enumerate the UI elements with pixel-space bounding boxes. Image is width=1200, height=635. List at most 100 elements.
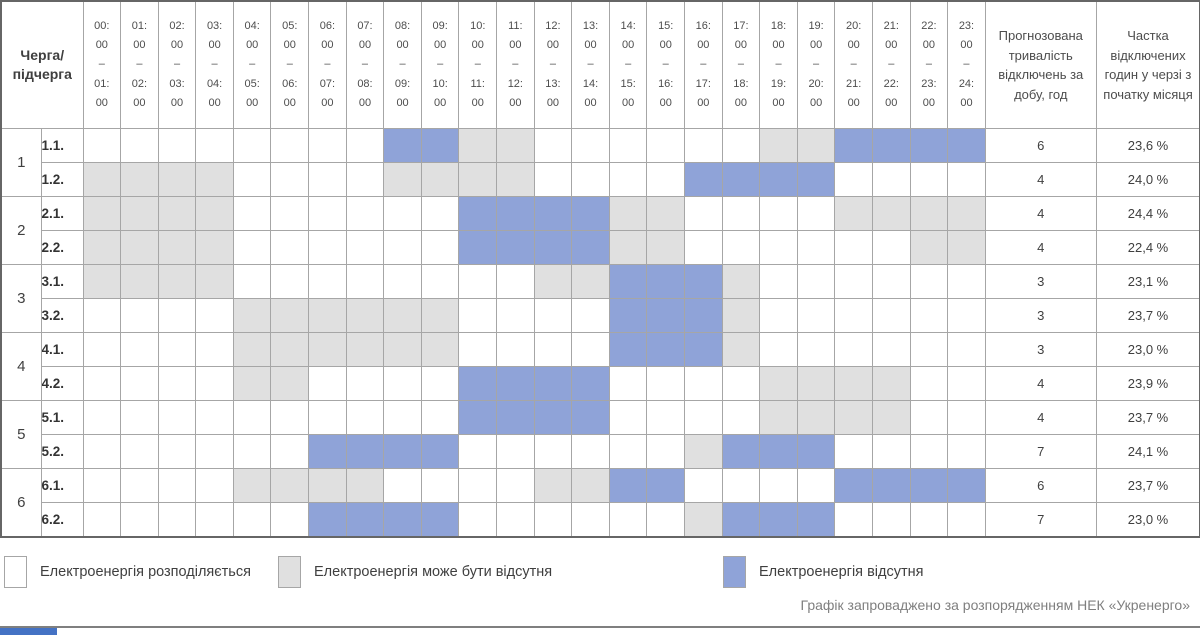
schedule-cell xyxy=(796,502,836,537)
queue-label: 5 xyxy=(0,400,42,469)
schedule-cell xyxy=(684,128,723,163)
schedule-cell xyxy=(721,468,761,503)
schedule-cell xyxy=(383,196,422,231)
schedule-cell xyxy=(909,434,949,469)
schedule-cell xyxy=(909,128,949,163)
schedule-cell xyxy=(308,162,347,197)
schedule-cell xyxy=(947,400,986,435)
schedule-cell xyxy=(796,366,836,401)
schedule-cell xyxy=(195,332,234,367)
schedule-cell xyxy=(608,162,648,197)
schedule-cell xyxy=(232,264,272,299)
schedule-cell xyxy=(308,332,347,367)
schedule-cell xyxy=(82,400,122,435)
schedule-cell xyxy=(533,366,573,401)
schedule-cell xyxy=(759,400,798,435)
schedule-cell xyxy=(646,468,686,503)
duration-value: 4 xyxy=(984,400,1097,435)
schedule-cell xyxy=(458,230,498,265)
schedule-cell xyxy=(533,128,573,163)
schedule-cell xyxy=(120,366,159,401)
schedule-cell xyxy=(420,366,460,401)
schedule-cell xyxy=(345,264,385,299)
schedule-cell xyxy=(420,468,460,503)
duration-value: 4 xyxy=(984,366,1097,401)
schedule-cell xyxy=(834,468,873,503)
schedule-cell xyxy=(909,332,949,367)
queue-label: 2 xyxy=(0,196,42,265)
schedule-cell xyxy=(947,230,986,265)
schedule-cell xyxy=(759,366,798,401)
schedule-cell xyxy=(571,332,610,367)
schedule-cell xyxy=(458,502,498,537)
schedule-cell xyxy=(82,162,122,197)
schedule-cell xyxy=(533,502,573,537)
hour-header-7: 07: 00 – 08: 00 xyxy=(345,0,385,129)
schedule-cell xyxy=(533,196,573,231)
schedule-cell xyxy=(195,502,234,537)
share-value: 23,7 % xyxy=(1095,400,1200,435)
schedule-cell xyxy=(157,298,197,333)
hour-header-23: 23: 00 – 24: 00 xyxy=(947,0,986,129)
schedule-cell xyxy=(871,366,911,401)
schedule-cell xyxy=(195,400,234,435)
legend-item-maybe-absent: Електроенергія може бути відсутня xyxy=(278,556,552,588)
schedule-cell xyxy=(496,264,535,299)
schedule-cell xyxy=(232,162,272,197)
schedule-cell xyxy=(608,230,648,265)
schedule-cell xyxy=(796,128,836,163)
subqueue-label: 6.1. xyxy=(40,468,84,503)
schedule-cell xyxy=(420,298,460,333)
schedule-cell xyxy=(759,298,798,333)
schedule-cell xyxy=(947,128,986,163)
duration-value: 7 xyxy=(984,502,1097,537)
schedule-cell xyxy=(834,400,873,435)
schedule-cell xyxy=(608,128,648,163)
schedule-cell xyxy=(82,196,122,231)
schedule-cell xyxy=(533,298,573,333)
share-value: 23,0 % xyxy=(1095,332,1200,367)
schedule-cell xyxy=(120,196,159,231)
schedule-cell xyxy=(909,366,949,401)
schedule-cell xyxy=(270,196,310,231)
schedule-cell xyxy=(684,162,723,197)
subqueue-label: 4.2. xyxy=(40,366,84,401)
legend-item-absent: Електроенергія відсутня xyxy=(723,556,923,588)
schedule-cell xyxy=(232,468,272,503)
schedule-cell xyxy=(458,128,498,163)
schedule-cell xyxy=(458,400,498,435)
schedule-cell xyxy=(646,162,686,197)
schedule-cell xyxy=(308,434,347,469)
schedule-cell xyxy=(947,434,986,469)
schedule-cell xyxy=(871,196,911,231)
schedule-cell xyxy=(496,502,535,537)
schedule-cell xyxy=(796,332,836,367)
schedule-cell xyxy=(571,298,610,333)
schedule-cell xyxy=(458,196,498,231)
schedule-cell xyxy=(909,502,949,537)
schedule-cell xyxy=(684,230,723,265)
schedule-cell xyxy=(759,264,798,299)
schedule-cell xyxy=(308,298,347,333)
schedule-cell xyxy=(420,230,460,265)
bottom-divider xyxy=(0,626,1200,628)
schedule-cell xyxy=(684,264,723,299)
schedule-cell xyxy=(157,196,197,231)
schedule-cell xyxy=(345,400,385,435)
schedule-cell xyxy=(796,162,836,197)
schedule-cell xyxy=(345,366,385,401)
schedule-cell xyxy=(270,298,310,333)
legend-swatch-maybe-absent xyxy=(278,556,301,588)
schedule-cell xyxy=(195,264,234,299)
schedule-cell xyxy=(909,468,949,503)
share-header: Частка відключених годин у черзі з почат… xyxy=(1095,0,1200,129)
schedule-row: 6 6.1. 6 23,7 % xyxy=(0,468,1200,537)
schedule-cell xyxy=(834,264,873,299)
schedule-cell xyxy=(646,196,686,231)
duration-value: 4 xyxy=(984,196,1097,231)
schedule-cell xyxy=(345,162,385,197)
share-value: 23,1 % xyxy=(1095,264,1200,299)
duration-value: 3 xyxy=(984,298,1097,333)
schedule-cell xyxy=(684,468,723,503)
